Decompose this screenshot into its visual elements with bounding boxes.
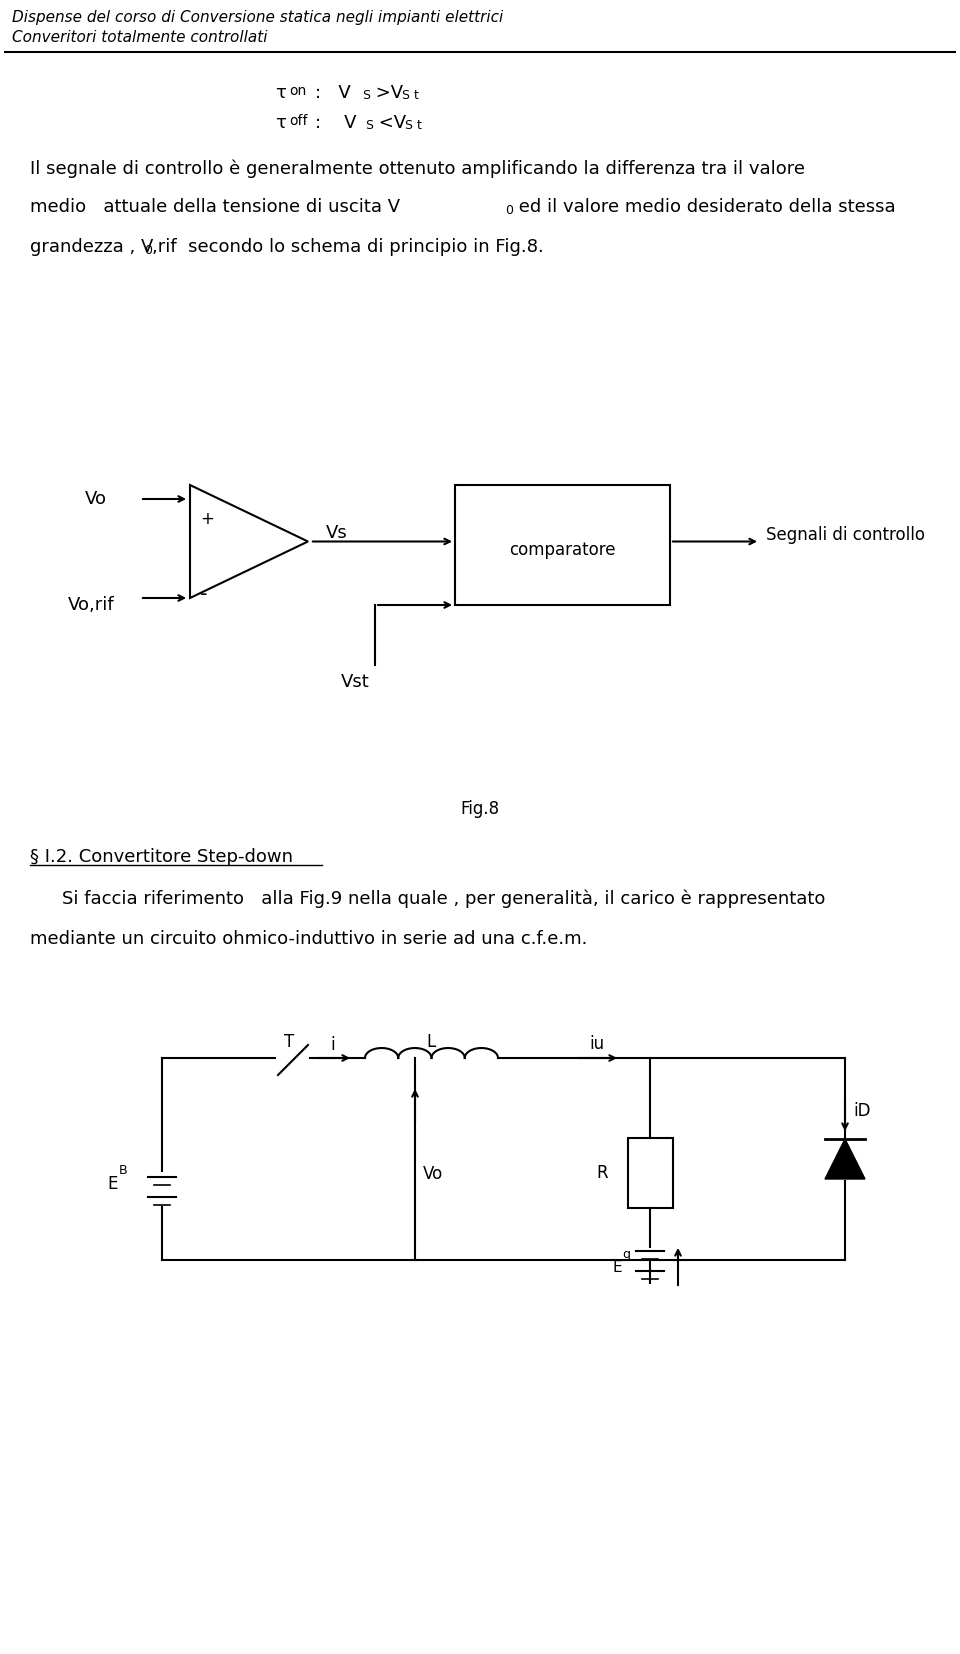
Text: Vst: Vst bbox=[341, 673, 370, 691]
Bar bbox=[455, 485, 670, 605]
Text: S t: S t bbox=[405, 119, 421, 132]
Text: >V: >V bbox=[370, 84, 403, 103]
Text: :    V: : V bbox=[315, 114, 356, 132]
Text: R: R bbox=[596, 1164, 608, 1183]
Text: § I.2. Convertitore Step-down: § I.2. Convertitore Step-down bbox=[30, 849, 293, 867]
Text: medio   attuale della tensione di uscita V: medio attuale della tensione di uscita V bbox=[30, 198, 400, 217]
Text: <V: <V bbox=[373, 114, 406, 132]
Text: Vo: Vo bbox=[423, 1164, 444, 1183]
Text: g: g bbox=[622, 1249, 630, 1260]
Text: -: - bbox=[200, 584, 207, 604]
Text: E: E bbox=[107, 1174, 117, 1193]
Text: S: S bbox=[365, 119, 373, 132]
Text: Vo: Vo bbox=[85, 490, 107, 508]
Text: Dispense del corso di Conversione statica negli impianti elettrici: Dispense del corso di Conversione static… bbox=[12, 10, 503, 25]
Text: Converitori totalmente controllati: Converitori totalmente controllati bbox=[12, 30, 268, 45]
Bar bbox=[628, 1138, 673, 1207]
Text: ed il valore medio desiderato della stessa: ed il valore medio desiderato della stes… bbox=[513, 198, 896, 217]
Text: on: on bbox=[289, 84, 306, 98]
Text: T: T bbox=[284, 1034, 294, 1050]
Text: 0: 0 bbox=[505, 203, 513, 217]
Text: iu: iu bbox=[589, 1035, 605, 1054]
Text: Fig.8: Fig.8 bbox=[461, 801, 499, 819]
Text: Vo,rif: Vo,rif bbox=[68, 595, 114, 614]
Text: ,rif  secondo lo schema di principio in Fig.8.: ,rif secondo lo schema di principio in F… bbox=[152, 238, 543, 256]
Text: off: off bbox=[289, 114, 307, 127]
Text: τ: τ bbox=[275, 114, 286, 132]
Text: i: i bbox=[330, 1035, 335, 1054]
Text: 0: 0 bbox=[144, 245, 152, 256]
Text: +: + bbox=[200, 509, 214, 528]
Text: B: B bbox=[119, 1164, 128, 1178]
Text: comparatore: comparatore bbox=[509, 541, 615, 559]
Text: L: L bbox=[427, 1034, 436, 1050]
Text: S t: S t bbox=[402, 89, 419, 103]
Text: Si faccia riferimento   alla Fig.9 nella quale , per generalità, il carico è rap: Si faccia riferimento alla Fig.9 nella q… bbox=[62, 890, 826, 908]
Text: grandezza , V: grandezza , V bbox=[30, 238, 154, 256]
Polygon shape bbox=[825, 1140, 865, 1179]
Text: S: S bbox=[362, 89, 370, 103]
Text: Vs: Vs bbox=[326, 524, 348, 543]
Text: E: E bbox=[612, 1260, 622, 1275]
Text: mediante un circuito ohmico-induttivo in serie ad una c.f.e.m.: mediante un circuito ohmico-induttivo in… bbox=[30, 930, 588, 948]
Text: Il segnale di controllo è generalmente ottenuto amplificando la differenza tra i: Il segnale di controllo è generalmente o… bbox=[30, 160, 805, 179]
Text: iD: iD bbox=[853, 1102, 871, 1120]
Text: Segnali di controllo: Segnali di controllo bbox=[766, 526, 925, 544]
Text: τ: τ bbox=[275, 84, 286, 103]
Text: :   V: : V bbox=[315, 84, 350, 103]
